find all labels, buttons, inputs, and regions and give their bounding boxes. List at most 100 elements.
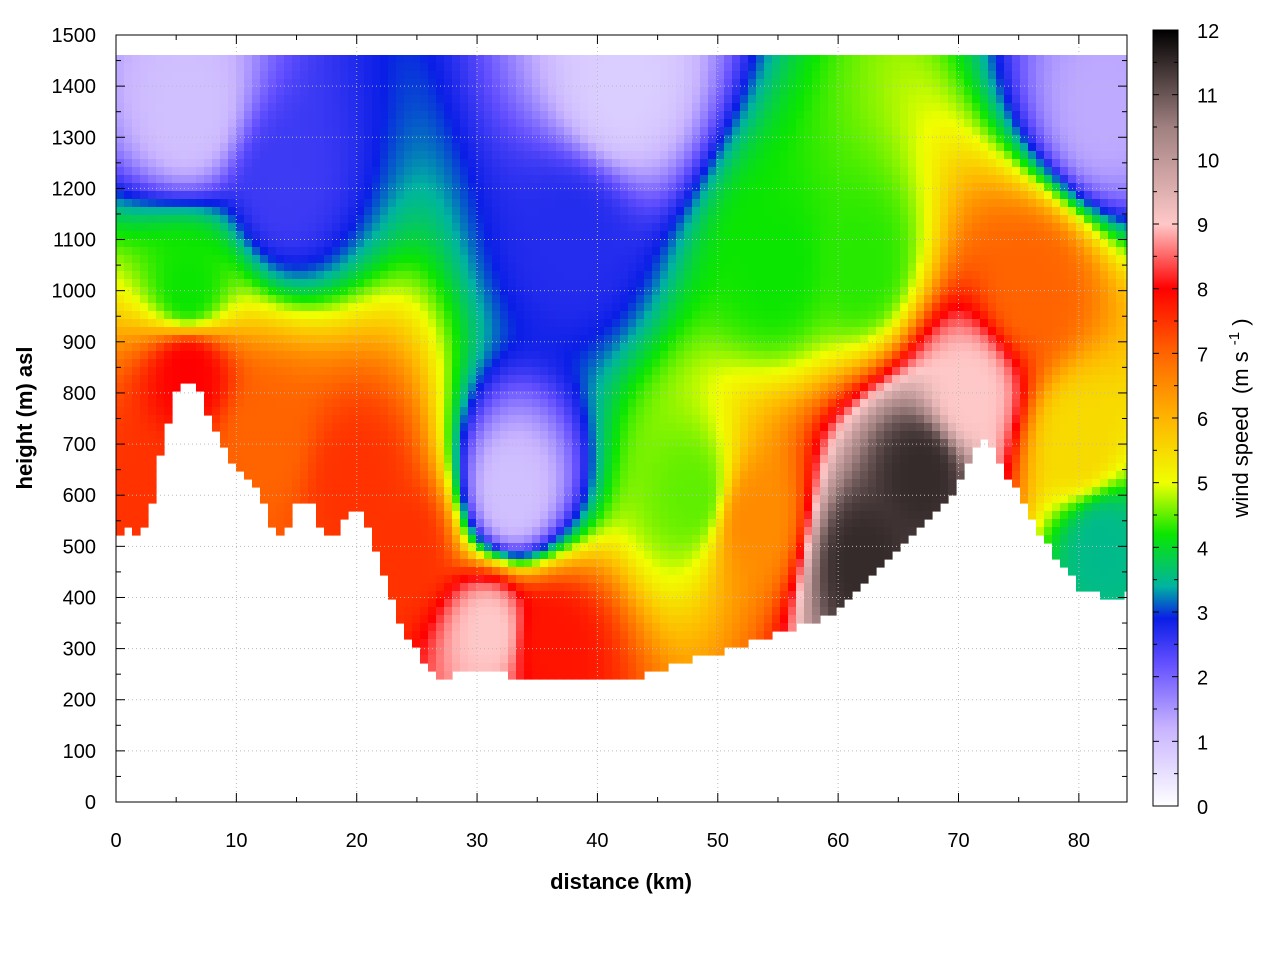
field-cell <box>580 135 589 144</box>
field-cell <box>188 295 197 304</box>
field-cell <box>564 487 573 496</box>
field-cell <box>508 503 517 512</box>
field-cell <box>580 503 589 512</box>
field-cell <box>564 663 573 672</box>
field-cell <box>676 423 685 432</box>
field-cell <box>516 335 525 344</box>
field-cell <box>324 95 333 104</box>
field-cell <box>324 183 333 192</box>
field-cell <box>684 271 693 280</box>
field-cell <box>476 135 485 144</box>
field-cell <box>300 111 309 120</box>
field-cell <box>652 399 661 408</box>
field-cell <box>396 303 405 312</box>
field-cell <box>548 455 557 464</box>
field-cell <box>340 215 349 224</box>
field-cell <box>564 95 573 104</box>
field-cell <box>428 231 437 240</box>
field-cell <box>484 527 493 536</box>
field-cell <box>460 215 469 224</box>
field-cell <box>676 287 685 296</box>
field-cell <box>636 439 645 448</box>
field-cell <box>412 487 421 496</box>
field-cell <box>236 183 245 192</box>
field-cell <box>652 583 661 592</box>
field-cell <box>364 303 373 312</box>
field-cell <box>516 159 525 168</box>
field-cell <box>644 375 653 384</box>
field-cell <box>692 447 701 456</box>
field-cell <box>684 607 693 616</box>
field-cell <box>308 415 317 424</box>
field-cell <box>604 375 613 384</box>
field-cell <box>116 79 125 88</box>
field-cell <box>500 255 509 264</box>
field-cell <box>332 111 341 120</box>
field-cell <box>540 663 549 672</box>
field-cell <box>612 367 621 376</box>
field-cell <box>308 247 317 256</box>
field-cell <box>524 527 533 536</box>
field-cell <box>604 335 613 344</box>
field-cell <box>708 431 717 440</box>
field-cell <box>564 383 573 392</box>
field-cell <box>484 655 493 664</box>
field-cell <box>652 551 661 560</box>
field-cell <box>452 567 461 576</box>
field-cell <box>396 271 405 280</box>
field-cell <box>348 231 357 240</box>
field-cell <box>628 407 637 416</box>
field-cell <box>684 207 693 216</box>
field-cell <box>292 343 301 352</box>
field-cell <box>380 519 389 528</box>
field-cell <box>564 311 573 320</box>
field-cell <box>564 319 573 328</box>
field-cell <box>212 327 221 336</box>
field-cell <box>300 295 309 304</box>
field-cell <box>604 191 613 200</box>
field-cell <box>252 95 261 104</box>
field-cell <box>428 615 437 624</box>
field-cell <box>556 183 565 192</box>
field-cell <box>492 55 501 64</box>
field-cell <box>364 55 373 64</box>
field-cell <box>292 223 301 232</box>
field-cell <box>348 367 357 376</box>
field-cell <box>660 119 669 128</box>
field-cell <box>140 279 149 288</box>
field-cell <box>492 455 501 464</box>
field-cell <box>708 615 717 624</box>
field-cell <box>276 295 285 304</box>
field-cell <box>148 175 157 184</box>
field-cell <box>124 399 133 408</box>
field-cell <box>540 487 549 496</box>
field-cell <box>484 415 493 424</box>
field-cell <box>172 103 181 112</box>
field-cell <box>380 367 389 376</box>
field-cell <box>516 127 525 136</box>
field-cell <box>156 351 165 360</box>
field-cell <box>428 471 437 480</box>
field-cell <box>468 327 477 336</box>
field-cell <box>468 559 477 568</box>
field-cell <box>380 55 389 64</box>
field-cell <box>508 599 517 608</box>
field-cell <box>532 375 541 384</box>
field-cell <box>132 183 141 192</box>
field-cell <box>628 135 637 144</box>
field-cell <box>220 135 229 144</box>
field-cell <box>308 263 317 272</box>
field-cell <box>644 583 653 592</box>
field-cell <box>676 271 685 280</box>
field-cell <box>412 79 421 88</box>
field-cell <box>556 447 565 456</box>
field-cell <box>204 399 213 408</box>
field-cell <box>676 79 685 88</box>
field-cell <box>124 63 133 72</box>
field-cell <box>244 215 253 224</box>
field-cell <box>620 583 629 592</box>
field-cell <box>244 247 253 256</box>
field-cell <box>380 447 389 456</box>
field-cell <box>572 175 581 184</box>
field-cell <box>300 103 309 112</box>
